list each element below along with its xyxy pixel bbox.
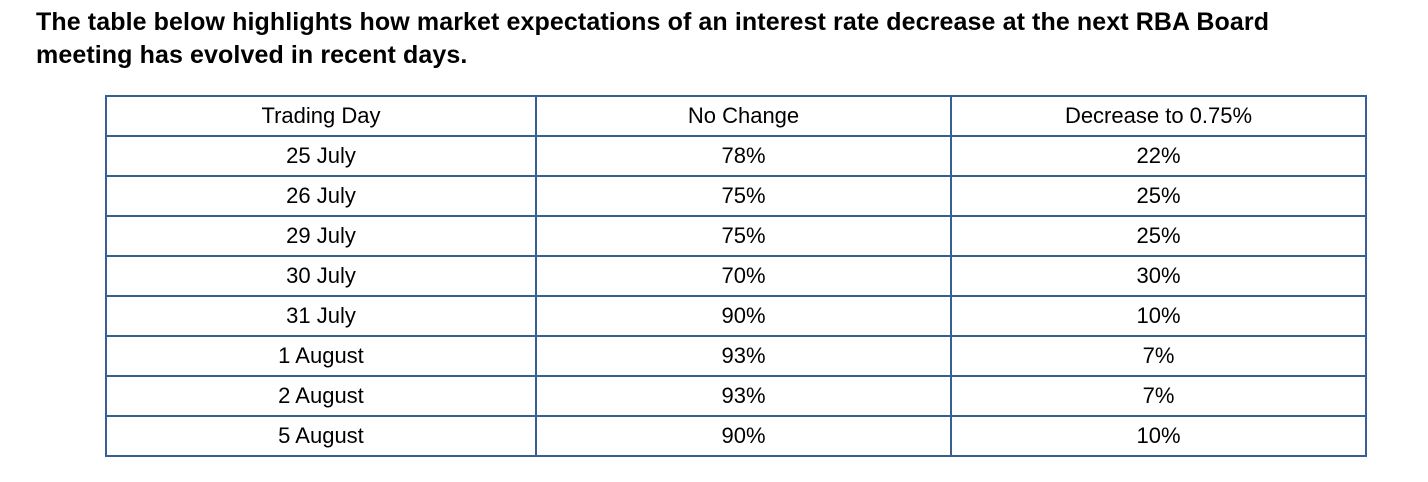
table-row: 31 July 90% 10%: [105, 295, 1367, 337]
cell-trading-day: 1 August: [105, 335, 537, 377]
cell-no-change: 93%: [535, 375, 952, 417]
cell-decrease: 25%: [950, 175, 1367, 217]
table-row: 26 July 75% 25%: [105, 175, 1367, 217]
cell-decrease: 25%: [950, 215, 1367, 257]
intro-paragraph: The table below highlights how market ex…: [36, 8, 1270, 69]
cell-trading-day: 26 July: [105, 175, 537, 217]
table-row: 25 July 78% 22%: [105, 135, 1367, 177]
cell-trading-day: 5 August: [105, 415, 537, 457]
cell-decrease: 30%: [950, 255, 1367, 297]
cell-decrease: 7%: [950, 375, 1367, 417]
column-header-trading-day: Trading Day: [105, 95, 537, 137]
table-row: 1 August 93% 7%: [105, 335, 1367, 377]
cell-no-change: 75%: [535, 175, 952, 217]
cell-decrease: 10%: [950, 415, 1367, 457]
cell-no-change: 78%: [535, 135, 952, 177]
table-row: 5 August 90% 10%: [105, 415, 1367, 457]
table-header-row: Trading Day No Change Decrease to 0.75%: [105, 95, 1367, 137]
cell-trading-day: 2 August: [105, 375, 537, 417]
table-row: 30 July 70% 30%: [105, 255, 1367, 297]
table-row: 2 August 93% 7%: [105, 375, 1367, 417]
table-row: 29 July 75% 25%: [105, 215, 1367, 257]
cell-no-change: 93%: [535, 335, 952, 377]
cell-no-change: 90%: [535, 295, 952, 337]
cell-no-change: 90%: [535, 415, 952, 457]
cell-trading-day: 29 July: [105, 215, 537, 257]
cell-decrease: 7%: [950, 335, 1367, 377]
column-header-no-change: No Change: [535, 95, 952, 137]
cell-decrease: 10%: [950, 295, 1367, 337]
rate-expectations-table: Trading Day No Change Decrease to 0.75% …: [105, 95, 1367, 457]
cell-trading-day: 30 July: [105, 255, 537, 297]
column-header-decrease: Decrease to 0.75%: [950, 95, 1367, 137]
cell-trading-day: 31 July: [105, 295, 537, 337]
cell-no-change: 75%: [535, 215, 952, 257]
cell-decrease: 22%: [950, 135, 1367, 177]
cell-trading-day: 25 July: [105, 135, 537, 177]
cell-no-change: 70%: [535, 255, 952, 297]
